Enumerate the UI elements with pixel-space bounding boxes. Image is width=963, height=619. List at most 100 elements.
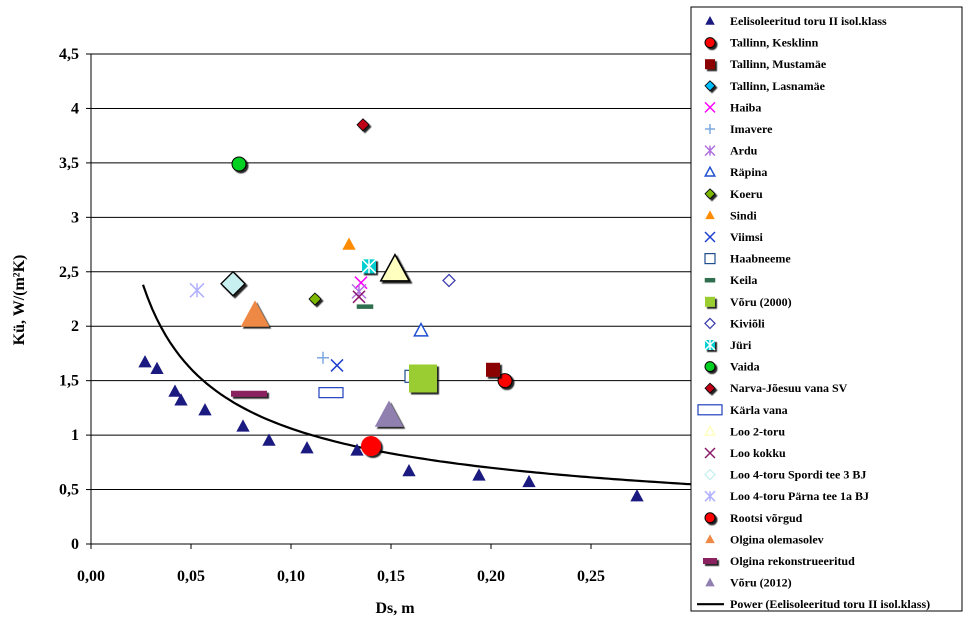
series-20: [352, 290, 366, 304]
legend-swatch: [704, 188, 716, 200]
legend: Eelisoleeritud toru II isol.klass Tallinn…: [690, 6, 963, 612]
series-26: [374, 400, 404, 427]
y-tick-label: 4: [71, 100, 79, 117]
legend-label: Imavere: [730, 122, 773, 136]
y-tick-label: 1,5: [59, 373, 79, 390]
series-21: [220, 270, 246, 297]
data-point: [189, 282, 205, 298]
y-tick-label: 3: [71, 209, 79, 226]
legend-swatch: [704, 317, 716, 330]
data-point: [318, 387, 344, 399]
legend-label: Olgina rekonstrueeritud: [730, 554, 855, 568]
legend-label: Rootsi võrgud: [730, 511, 803, 525]
series-13: [409, 364, 437, 393]
series-5: [317, 351, 329, 364]
data-point: [472, 468, 486, 481]
legend-item: Tallinn, Kesklinn: [704, 36, 819, 50]
legend-item: Olgina olemasolev: [705, 532, 824, 546]
data-point: [231, 156, 247, 172]
legend-swatch: [704, 512, 716, 524]
data-point: [220, 270, 246, 297]
legend-swatch: [704, 80, 716, 92]
legend-swatch: [704, 382, 716, 394]
axes: [90, 54, 691, 545]
legend-swatch: [705, 59, 715, 70]
series-25: [231, 390, 267, 397]
legend-item: Imavere: [705, 122, 773, 136]
data-point: [240, 300, 270, 327]
legend-item: Koeru: [704, 187, 763, 201]
legend-label: Loo 4-toru Spordi tee 3 BJ: [730, 468, 866, 482]
data-point: [356, 304, 374, 309]
legend-swatch: [705, 16, 715, 25]
legend-label: Sindi: [730, 208, 757, 222]
data-point: [352, 290, 366, 304]
tick-labels: 0 0,5 1 1,5 2 2,5 3 3,5 4 4,5 0,00 0,05 0,10 0,15 0,20…: [59, 46, 605, 585]
series-2: [486, 362, 500, 377]
legend-swatch: [705, 210, 715, 220]
legend-label: Ardu: [730, 144, 758, 158]
legend-item: Võru (2000): [705, 295, 792, 309]
series-1: [497, 373, 513, 389]
legend-item: Ardu: [704, 144, 758, 158]
legend-swatch: [705, 534, 715, 544]
legend-box: [690, 6, 963, 612]
series-9: [342, 237, 356, 250]
legend-swatch: [704, 253, 716, 265]
data-point: [356, 118, 370, 132]
y-axis-title: Kü, W/(m²K): [11, 255, 28, 346]
legend-label: Loo 2-toru: [730, 424, 785, 438]
data-point: [262, 433, 276, 446]
x-tick-label: 0,25: [577, 568, 605, 585]
legend-item: Viimsi: [704, 230, 764, 244]
data-point: [198, 403, 212, 416]
legend-swatch: [704, 37, 716, 49]
legend-label: Haiba: [730, 100, 761, 114]
legend-label: Haabneeme: [730, 252, 791, 266]
x-tick-label: 0,00: [77, 568, 105, 585]
legend-swatch: [704, 361, 716, 373]
data-point: [413, 322, 429, 337]
data-point: [150, 361, 164, 374]
legend-swatch: [704, 277, 716, 283]
data-point: [361, 436, 381, 456]
legend-item: Kärla vana: [697, 403, 788, 417]
legend-swatch: [704, 231, 716, 243]
series-22: [189, 282, 205, 298]
legend-label: Võru (2012): [730, 576, 792, 590]
legend-label: Tallinn, Mustamäe: [730, 57, 827, 71]
y-tick-label: 2,5: [59, 264, 79, 281]
series-8: [308, 292, 322, 306]
y-tick-label: 2: [71, 318, 79, 335]
legend-item: Kiviõli: [704, 316, 765, 330]
data-point: [374, 400, 404, 427]
series-10: [330, 358, 344, 372]
data-point: [354, 276, 368, 290]
legend-swatch: [705, 577, 715, 587]
series-16: [231, 156, 247, 172]
legend-item: Power (Eelisoleeritud toru II isol.klass…: [697, 597, 930, 611]
legend-swatch: [704, 447, 716, 459]
series-15: [361, 258, 377, 274]
data-point: [330, 358, 344, 372]
legend-label: Võru (2000): [730, 295, 792, 309]
series-0: [138, 355, 644, 502]
legend-swatch: [705, 296, 715, 307]
x-tick-label: 0,05: [177, 568, 205, 585]
legend-item: Loo 2-toru: [703, 424, 785, 438]
legend-label: Vaida: [730, 360, 760, 374]
y-tick-label: 3,5: [59, 155, 79, 172]
trendline-path: [141, 284, 691, 486]
legend-label: Eelisoleeritud toru II isol.klass: [730, 14, 887, 28]
legend-label: Loo 4-toru Pärna tee 1a BJ: [730, 489, 869, 503]
legend-label: Power (Eelisoleeritud toru II isol.klass…: [730, 597, 930, 611]
legend-swatch: [704, 490, 716, 502]
data-points: [138, 118, 644, 502]
y-tick-label: 1: [71, 427, 79, 444]
data-point: [630, 489, 644, 502]
series-7: [413, 322, 429, 337]
legend-item: Loo 4-toru Spordi tee 3 BJ: [704, 468, 866, 482]
x-tick-label: 0,20: [477, 568, 505, 585]
legend-label: Loo kokku: [730, 446, 786, 460]
